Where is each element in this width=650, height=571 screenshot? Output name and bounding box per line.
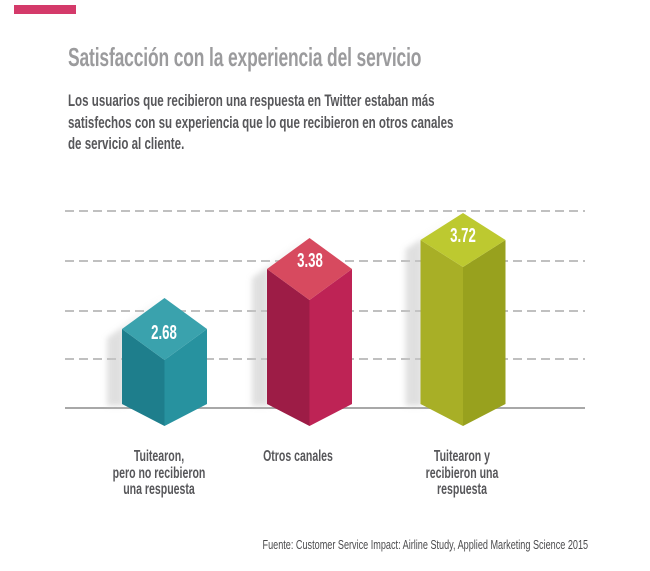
bar-left-face (267, 269, 310, 426)
bar-value-label: 3.38 (297, 250, 323, 272)
chart-subtitle: Los usuarios que recibieron una respuest… (68, 90, 635, 155)
source-note: Fuente: Customer Service Impact: Airline… (262, 537, 588, 552)
bar-value-label: 3.72 (450, 225, 476, 247)
gridline (65, 310, 585, 312)
x-axis-baseline (65, 407, 585, 409)
brand-accent-bar (14, 5, 76, 14)
bar-shadow (107, 298, 165, 406)
bar-category-label: Tuitearon y recibieron una respuesta (425, 448, 499, 498)
bar-right-face (309, 269, 352, 426)
subtitle-line: satisfechos con su experiencia que lo qu… (68, 112, 454, 132)
subtitle-line: de servicio al cliente. (68, 134, 185, 153)
bar-left-face (420, 240, 463, 426)
bar-right-face (463, 240, 506, 426)
gridline (65, 358, 585, 360)
subtitle-line: Los usuarios que recibieron una respuest… (68, 91, 435, 110)
gridline (65, 210, 585, 212)
page-title-text: Satisfacción con la experiencia del serv… (68, 42, 422, 72)
bar-category-label: Otros canales (263, 448, 333, 465)
bar-category-label: Tuitearon, pero no recibieron una respue… (112, 448, 206, 498)
page-title: Satisfacción con la experiencia del serv… (68, 42, 595, 73)
bar-value-label: 2.68 (151, 322, 177, 344)
